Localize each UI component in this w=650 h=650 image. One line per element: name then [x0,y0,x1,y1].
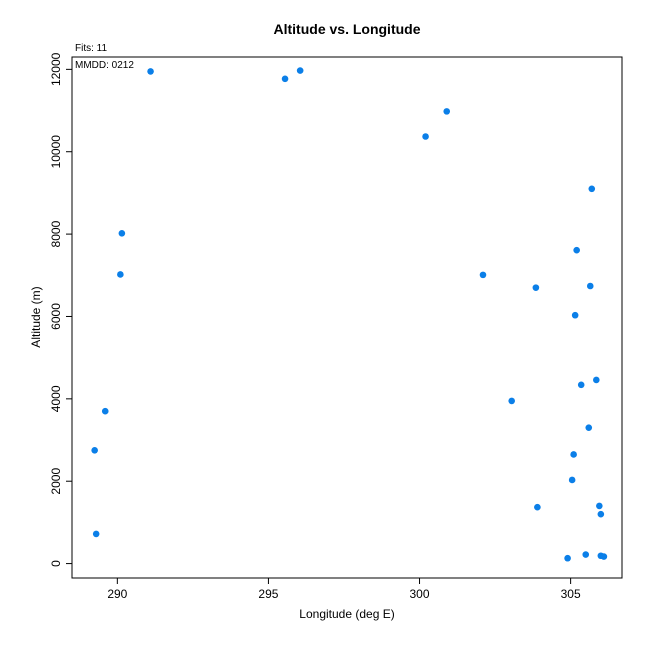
data-point [534,503,541,511]
y-tick-label: 10000 [49,135,63,169]
y-tick-label: 8000 [49,220,63,247]
data-point [101,407,109,415]
data-point [593,376,600,384]
data-point [91,447,98,454]
y-tick-label: 12000 [49,52,63,86]
x-axis: 290 295 300 305 [107,578,581,601]
y-axis: 0 2000 4000 6000 8000 10000 12000 [49,52,72,567]
x-axis-label: Longitude (deg E) [299,607,394,621]
data-point [600,553,608,560]
data-point [570,451,577,458]
y-tick-label: 6000 [49,303,63,330]
data-point [577,381,585,389]
x-tick-label: 305 [561,587,581,601]
data-point [532,284,540,291]
data-point [582,551,590,558]
data-point [281,75,289,83]
data-point [147,68,154,75]
data-point [597,510,605,518]
data-point [479,271,487,279]
fits-annotation: Fits: 11 [75,43,107,54]
data-point [586,282,594,290]
data-point [568,476,576,484]
y-tick-label: 0 [49,560,63,567]
data-point [571,311,579,319]
data-point [296,67,304,74]
data-point [422,133,429,140]
data-point [443,108,451,115]
data-point [585,424,593,431]
data-point [118,229,126,237]
data-point [588,185,596,193]
data-point [117,271,124,278]
x-tick-label: 300 [410,587,430,601]
y-axis-label: Altitude (m) [29,286,43,347]
data-point [596,502,603,510]
data-point [508,397,515,405]
data-point [573,246,580,254]
y-tick-label: 2000 [49,468,63,495]
x-tick-label: 295 [258,587,278,601]
data-point [564,554,571,562]
x-tick-label: 290 [107,587,127,601]
data-points [91,67,608,562]
chart-title: Altitude vs. Longitude [274,21,421,37]
plot-area [71,56,623,579]
data-point [92,530,100,538]
y-tick-label: 4000 [49,385,63,412]
mmdd-annotation: MMDD: 0212 [75,60,134,71]
